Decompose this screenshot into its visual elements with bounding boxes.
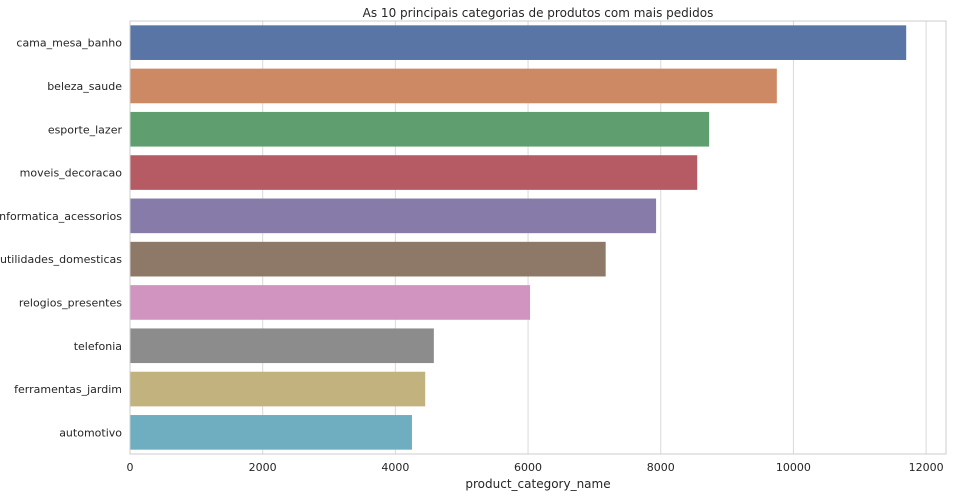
y-tick-label: utilidades_domesticas [0,253,122,266]
bars [130,25,907,450]
bar-cama-mesa-banho [130,25,907,60]
bar-informatica-acessorios [130,198,657,234]
y-tick-label: cama_mesa_banho [16,37,122,50]
chart-title: As 10 principais categorias de produtos … [363,6,714,20]
bar-automotivo [130,415,412,450]
bar-ferramentas-jardim [130,371,426,407]
y-tick-labels: cama_mesa_banho beleza_saude esporte_lazer… [0,37,122,440]
plot-frame [129,20,947,455]
y-tick-label: beleza_saude [47,80,122,93]
bar-utilidades-domesticas [130,241,606,277]
x-tick-label: 0 [127,461,134,474]
x-axis-label: product_category_name [465,477,610,491]
bar-moveis-decoracao [130,155,698,190]
y-tick-label: esporte_lazer [48,123,123,136]
y-tick-label: telefonia [74,340,122,353]
y-tick-label: automotivo [59,426,122,439]
x-tick-label: 8000 [647,461,675,474]
bar-beleza-saude [130,68,777,104]
y-tick-label: ferramentas_jardim [14,383,122,396]
x-tick-label: 12000 [909,461,944,474]
x-tick-label: 4000 [381,461,409,474]
x-tick-label: 2000 [249,461,277,474]
bar-telefonia [130,328,434,364]
y-tick-label: moveis_decoracao [20,167,123,180]
bar-relogios-presentes [130,285,531,320]
x-tick-labels: 0 2000 4000 6000 8000 10000 12000 [127,461,944,474]
x-tick-label: 6000 [514,461,542,474]
bar-esporte-lazer [130,111,710,147]
y-tick-label: informatica_acessorios [0,210,122,223]
y-tick-label: relogios_presentes [19,296,122,309]
x-tick-label: 10000 [776,461,811,474]
